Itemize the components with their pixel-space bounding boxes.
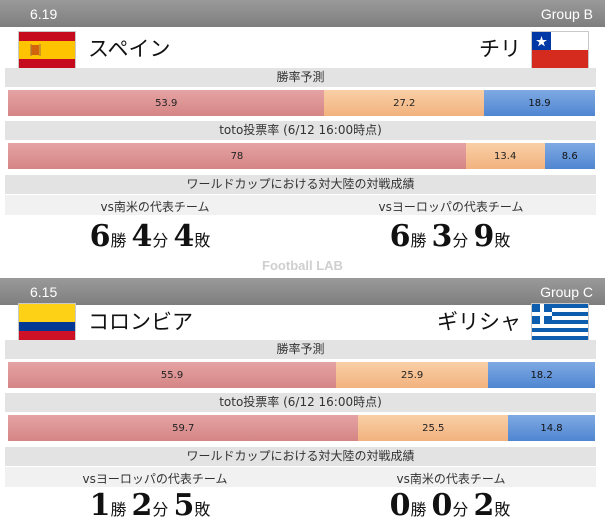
- wins-unit: 勝: [110, 500, 127, 519]
- losses-count: 5: [173, 488, 195, 523]
- home-team-name: コロンビア: [88, 310, 193, 334]
- draws-unit: 分: [452, 231, 469, 250]
- home-record-label: vsヨーロッパの代表チーム: [82, 472, 228, 486]
- toto-draw-segment: 25.5: [358, 415, 509, 441]
- losses-count: 4: [173, 219, 195, 254]
- win-prob-home-segment: 53.9: [8, 90, 325, 116]
- toto-vote-bar: 78 13.4 8.6: [8, 143, 595, 169]
- wins-unit: 勝: [110, 231, 127, 250]
- win-prob-away-segment: 18.2: [488, 362, 595, 388]
- continent-record-label: ワールドカップにおける対大陸の対戦成績: [5, 447, 596, 466]
- draws-unit: 分: [152, 231, 169, 250]
- match-header: 6.19 Group B: [0, 0, 605, 27]
- wins-unit: 勝: [410, 231, 427, 250]
- toto-home-segment: 59.7: [8, 415, 359, 441]
- group-label: Group B: [540, 6, 593, 22]
- wins-count: 6: [89, 219, 111, 254]
- toto-away-segment: 14.8: [508, 415, 595, 441]
- losses-count: 2: [473, 488, 495, 523]
- wins-unit: 勝: [410, 500, 427, 519]
- toto-vote-bar: 59.7 25.5 14.8: [8, 415, 595, 441]
- wins-count: 1: [89, 488, 111, 523]
- home-record: 1勝 2分 5敗: [0, 488, 300, 523]
- draws-unit: 分: [152, 500, 169, 519]
- away-record: 0勝 0分 2敗: [300, 488, 600, 523]
- win-prob-bar: 55.9 25.9 18.2: [8, 362, 595, 388]
- continent-record-label: ワールドカップにおける対大陸の対戦成績: [5, 175, 596, 194]
- chile-flag-icon: [531, 31, 589, 69]
- record-subheader: vs南米の代表チーム vsヨーロッパの代表チーム: [5, 195, 596, 215]
- home-record-label: vs南米の代表チーム: [100, 200, 210, 214]
- win-prob-label: 勝率予測: [5, 340, 596, 359]
- home-team-name: スペイン: [88, 37, 171, 61]
- losses-unit: 敗: [194, 231, 211, 250]
- away-team-name: ギリシャ: [437, 310, 521, 334]
- colombia-flag-icon: [18, 303, 76, 341]
- losses-unit: 敗: [194, 500, 211, 519]
- toto-vote-label: toto投票率 (6/12 16:00時点): [5, 121, 596, 140]
- greece-flag-icon: [531, 303, 589, 341]
- win-prob-draw-segment: 27.2: [324, 90, 485, 116]
- draws-count: 3: [431, 219, 453, 254]
- spain-flag-icon: [18, 31, 76, 69]
- toto-home-segment: 78: [8, 143, 466, 169]
- toto-vote-label: toto投票率 (6/12 16:00時点): [5, 393, 596, 412]
- match-date: 6.19: [30, 6, 58, 22]
- home-record: 6勝 4分 4敗: [0, 219, 300, 254]
- losses-count: 9: [473, 219, 495, 254]
- win-prob-home-segment: 55.9: [8, 362, 337, 388]
- match-header: 6.15 Group C: [0, 278, 605, 305]
- win-prob-label: 勝率予測: [5, 68, 596, 87]
- draws-count: 2: [131, 488, 153, 523]
- wins-count: 0: [389, 488, 411, 523]
- losses-unit: 敗: [494, 500, 511, 519]
- toto-away-segment: 8.6: [544, 143, 595, 169]
- draws-count: 4: [131, 219, 153, 254]
- match-date: 6.15: [30, 284, 58, 300]
- away-record-label: vsヨーロッパの代表チーム: [378, 200, 524, 214]
- draws-count: 0: [431, 488, 453, 523]
- draws-unit: 分: [452, 500, 469, 519]
- away-team-name: チリ: [479, 37, 521, 61]
- win-prob-away-segment: 18.9: [484, 90, 595, 116]
- away-record: 6勝 3分 9敗: [300, 219, 600, 254]
- toto-draw-segment: 13.4: [465, 143, 545, 169]
- win-prob-bar: 53.9 27.2 18.9: [8, 90, 595, 116]
- losses-unit: 敗: [494, 231, 511, 250]
- football-lab-watermark: Football LAB: [262, 258, 343, 273]
- away-record-label: vs南米の代表チーム: [396, 472, 506, 486]
- record-subheader: vsヨーロッパの代表チーム vs南米の代表チーム: [5, 467, 596, 487]
- win-prob-draw-segment: 25.9: [336, 362, 489, 388]
- group-label: Group C: [540, 284, 593, 300]
- wins-count: 6: [389, 219, 411, 254]
